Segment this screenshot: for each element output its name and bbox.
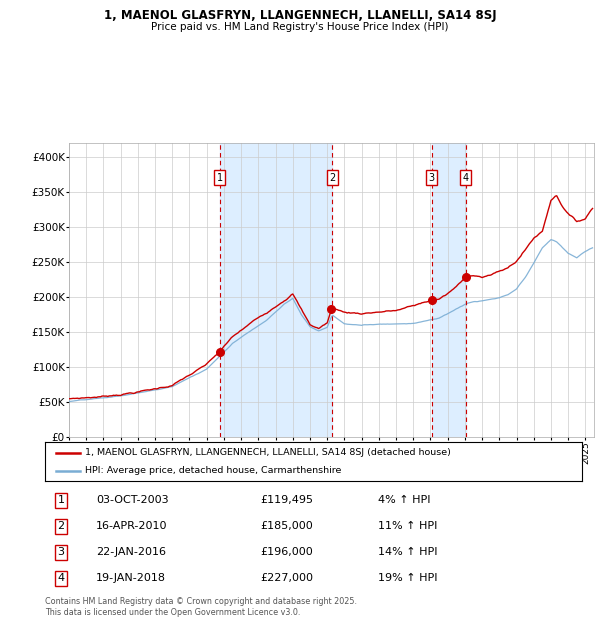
Text: HPI: Average price, detached house, Carmarthenshire: HPI: Average price, detached house, Carm… <box>85 466 341 476</box>
Text: Contains HM Land Registry data © Crown copyright and database right 2025.
This d: Contains HM Land Registry data © Crown c… <box>45 598 357 617</box>
Text: 3: 3 <box>428 172 434 183</box>
Text: £185,000: £185,000 <box>260 521 313 531</box>
Text: 22-JAN-2016: 22-JAN-2016 <box>96 547 166 557</box>
Text: 4% ↑ HPI: 4% ↑ HPI <box>378 495 430 505</box>
Bar <box>220 143 332 437</box>
Text: 1: 1 <box>58 495 65 505</box>
Text: 11% ↑ HPI: 11% ↑ HPI <box>378 521 437 531</box>
Text: 14% ↑ HPI: 14% ↑ HPI <box>378 547 437 557</box>
Text: 1: 1 <box>217 172 223 183</box>
Text: £227,000: £227,000 <box>260 574 313 583</box>
Text: 1, MAENOL GLASFRYN, LLANGENNECH, LLANELLI, SA14 8SJ: 1, MAENOL GLASFRYN, LLANGENNECH, LLANELL… <box>104 9 496 22</box>
Text: 2: 2 <box>329 172 335 183</box>
Text: Price paid vs. HM Land Registry's House Price Index (HPI): Price paid vs. HM Land Registry's House … <box>151 22 449 32</box>
Text: £196,000: £196,000 <box>260 547 313 557</box>
Text: 4: 4 <box>463 172 469 183</box>
Text: 2: 2 <box>58 521 65 531</box>
Text: 19-JAN-2018: 19-JAN-2018 <box>96 574 166 583</box>
Text: 3: 3 <box>58 547 65 557</box>
Text: 03-OCT-2003: 03-OCT-2003 <box>96 495 169 505</box>
Text: 19% ↑ HPI: 19% ↑ HPI <box>378 574 437 583</box>
Text: £119,495: £119,495 <box>260 495 313 505</box>
Text: 1, MAENOL GLASFRYN, LLANGENNECH, LLANELLI, SA14 8SJ (detached house): 1, MAENOL GLASFRYN, LLANGENNECH, LLANELL… <box>85 448 451 458</box>
Bar <box>431 143 466 437</box>
Text: 16-APR-2010: 16-APR-2010 <box>96 521 167 531</box>
Text: 4: 4 <box>58 574 65 583</box>
